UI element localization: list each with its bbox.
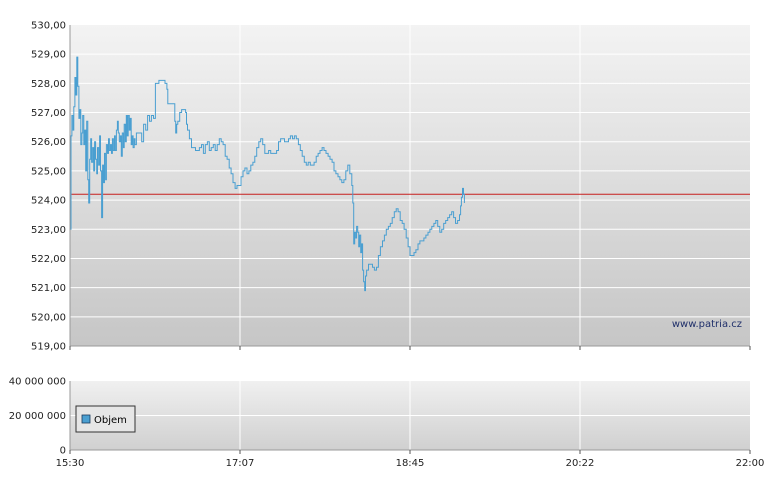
watermark-text: www.patria.cz: [672, 319, 742, 330]
price-y-tick-label: 530,00: [31, 21, 66, 32]
price-y-tick-label: 521,00: [31, 283, 66, 294]
price-y-tick-label: 527,00: [31, 108, 66, 119]
volume-y-tick-label: 40 000 000: [9, 377, 66, 388]
price-y-tick-label: 526,00: [31, 137, 66, 148]
volume-grid: [70, 381, 750, 450]
price-y-tick-label: 523,00: [31, 225, 66, 236]
legend-swatch: [81, 414, 91, 424]
volume-y-tick-label: 20 000 000: [9, 411, 66, 422]
price-y-tick-label: 525,00: [31, 166, 66, 177]
x-tick-label: 18:45: [396, 458, 425, 469]
price-y-tick-label: 522,00: [31, 254, 66, 265]
price-y-tick-label: 520,00: [31, 312, 66, 323]
price-y-tick-label: 519,00: [31, 342, 66, 353]
price-y-tick-label: 528,00: [31, 79, 66, 90]
volume-y-tick-label: 0: [60, 446, 66, 457]
volume-y-axis: 40 000 000 20 000 000 0: [9, 377, 66, 457]
price-y-axis: 530,00 529,00 528,00 527,00 526,00 525,00 524,…: [31, 21, 66, 353]
price-y-tick-label: 524,00: [31, 196, 66, 207]
x-tick-label: 17:07: [226, 458, 255, 469]
price-y-tick-label: 529,00: [31, 50, 66, 61]
volume-legend: Objem: [75, 405, 136, 433]
price-series-line: [70, 56, 465, 292]
x-tick-label: 20:22: [566, 458, 595, 469]
x-tick-label: 15:30: [56, 458, 85, 469]
x-tick-label: 22:00: [736, 458, 765, 469]
x-axis-time-labels: 15:30 17:07 18:45 20:22 22:00: [56, 346, 765, 469]
legend-label-objem: Objem: [94, 415, 127, 426]
